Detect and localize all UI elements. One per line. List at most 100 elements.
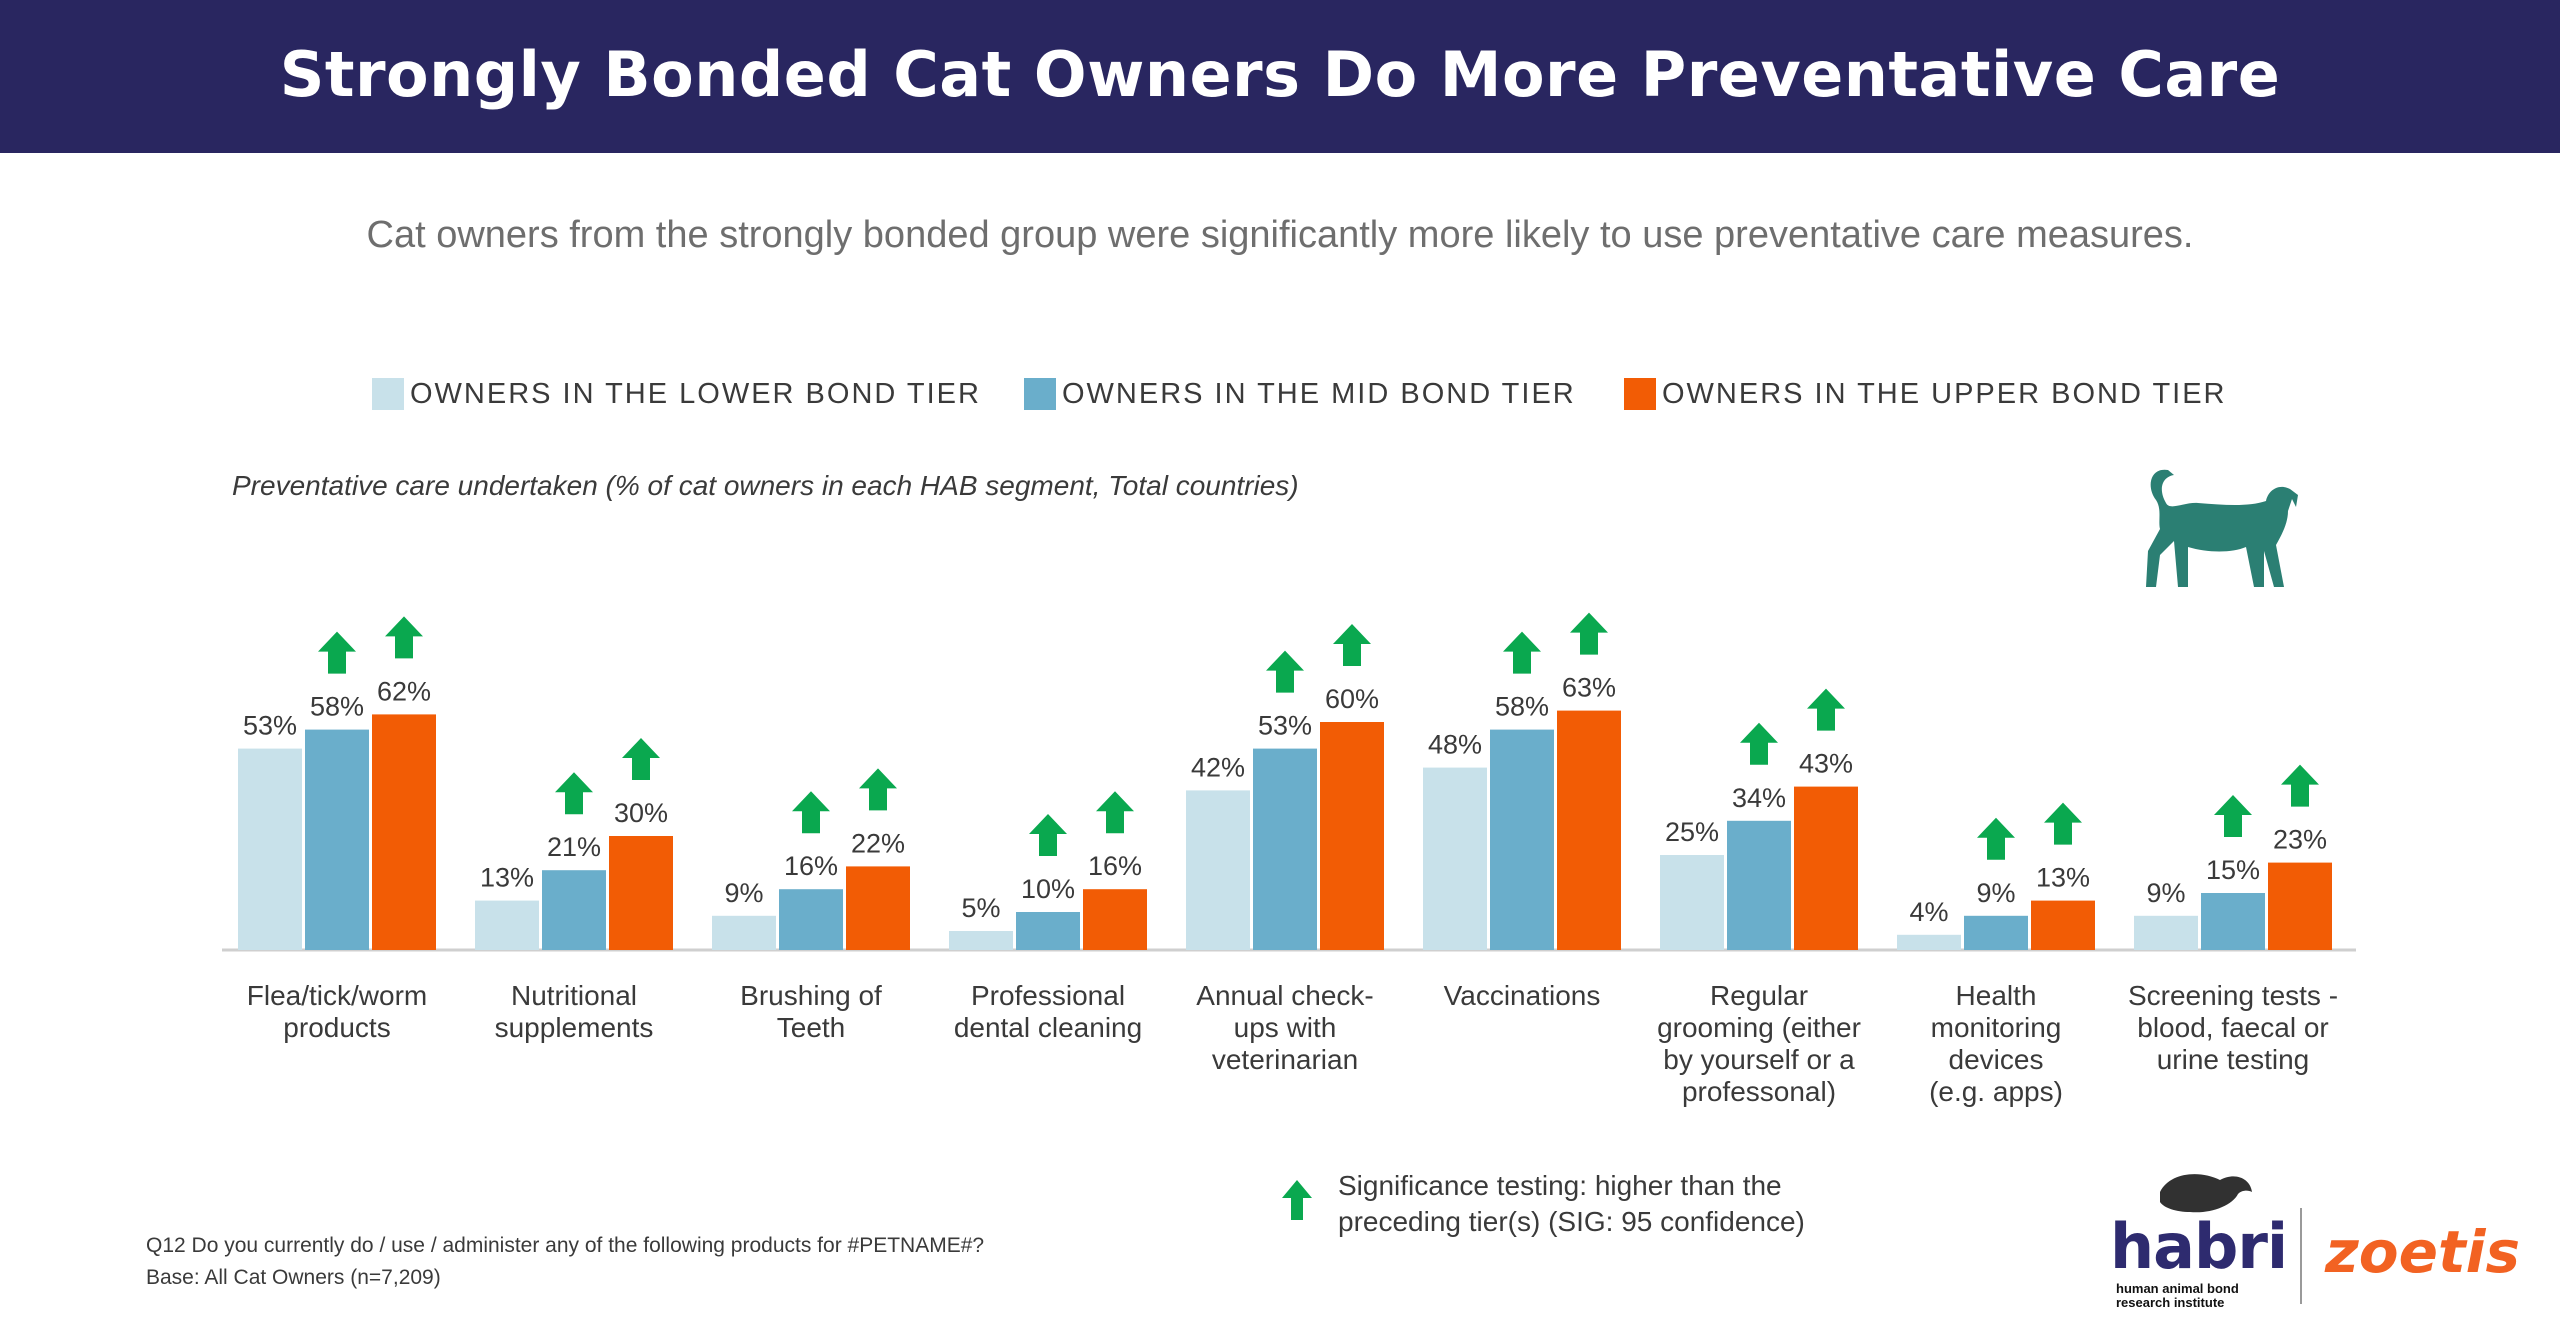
data-label: 9% bbox=[724, 878, 763, 908]
bar bbox=[1083, 889, 1147, 950]
data-label: 15% bbox=[2206, 855, 2260, 885]
category-label-line: Annual check- bbox=[1196, 980, 1373, 1011]
category-label-line: Vaccinations bbox=[1444, 980, 1601, 1011]
data-label: 22% bbox=[851, 828, 905, 858]
bar bbox=[1490, 729, 1554, 950]
legend-swatch-mid bbox=[1024, 378, 1056, 410]
data-label: 53% bbox=[1258, 711, 1312, 741]
category-label: Nutritional supplements bbox=[495, 980, 654, 1043]
category-label-line: Health bbox=[1956, 980, 2037, 1011]
chart-caption: Preventative care undertaken (% of cat o… bbox=[232, 470, 1299, 501]
legend-item-lower: OWNERS IN THE LOWER BOND TIER bbox=[372, 374, 981, 414]
data-label: 43% bbox=[1799, 749, 1853, 779]
data-label: 62% bbox=[377, 676, 431, 706]
up-arrow-icon bbox=[1266, 650, 1304, 693]
data-label: 23% bbox=[2273, 825, 2327, 855]
habri-logo-subtitle: human animal bond research institute bbox=[2116, 1282, 2286, 1310]
bar bbox=[372, 714, 436, 950]
habri-subtitle-line-2: research institute bbox=[2116, 1295, 2225, 1310]
bar bbox=[1320, 722, 1384, 950]
bar bbox=[542, 870, 606, 950]
category-label: Health monitoring devices (e.g. apps) bbox=[1929, 980, 2063, 1107]
footnote-question: Q12 Do you currently do / use / administ… bbox=[146, 1234, 985, 1257]
footnote-base: Base: All Cat Owners (n=7,209) bbox=[146, 1266, 441, 1289]
data-label: 9% bbox=[2146, 878, 2185, 908]
category-label-line: grooming (either bbox=[1657, 1012, 1861, 1043]
up-arrow-icon bbox=[1282, 1180, 1312, 1220]
data-label: 63% bbox=[1562, 673, 1616, 703]
bar bbox=[609, 836, 673, 950]
data-label: 16% bbox=[1088, 851, 1142, 881]
category-label-line: supplements bbox=[495, 1012, 654, 1043]
category-label-line: ups with bbox=[1234, 1012, 1337, 1043]
category-label: Screening tests -blood, faecal or urine t… bbox=[2128, 980, 2338, 1075]
category-label: Flea/tick/worm products bbox=[247, 980, 427, 1043]
up-arrow-icon bbox=[792, 791, 830, 834]
bar bbox=[779, 889, 843, 950]
legend-swatch-lower bbox=[372, 378, 404, 410]
data-label: 9% bbox=[1976, 878, 2015, 908]
category-label: Professional dental cleaning bbox=[954, 980, 1142, 1043]
significance-note: Significance testing: higher than the pr… bbox=[1282, 1168, 1858, 1240]
legend-label-mid: OWNERS IN THE MID BOND TIER bbox=[1062, 377, 1576, 410]
bar bbox=[712, 915, 776, 950]
footnote: Q12 Do you currently do / use / administ… bbox=[146, 1230, 984, 1294]
up-arrow-icon bbox=[385, 616, 423, 659]
up-arrow-icon bbox=[2281, 764, 2319, 807]
category-label-line: professonal) bbox=[1682, 1076, 1836, 1107]
category-label-line: by yourself or a bbox=[1663, 1044, 1855, 1075]
data-label: 30% bbox=[614, 798, 668, 828]
bar bbox=[1557, 710, 1621, 950]
up-arrow-icon bbox=[1503, 631, 1541, 674]
data-label: 5% bbox=[961, 893, 1000, 923]
zoetis-logo: zoetis bbox=[2325, 1218, 2521, 1286]
bar bbox=[2031, 900, 2095, 950]
category-label-line: blood, faecal or bbox=[2137, 1012, 2328, 1043]
category-label: Vaccinations bbox=[1444, 980, 1601, 1011]
bar bbox=[949, 931, 1013, 950]
category-label-line: products bbox=[283, 1012, 390, 1043]
data-label: 21% bbox=[547, 832, 601, 862]
legend-label-upper: OWNERS IN THE UPPER BOND TIER bbox=[1662, 377, 2227, 410]
header-banner: Strongly Bonded Cat Owners Do More Preve… bbox=[0, 0, 2560, 153]
category-label-line: urine testing bbox=[2157, 1044, 2310, 1075]
bar bbox=[2268, 862, 2332, 950]
bar bbox=[1794, 786, 1858, 950]
data-label: 48% bbox=[1428, 730, 1482, 760]
category-label: Brushing of Teeth bbox=[740, 980, 882, 1043]
up-arrow-icon bbox=[1029, 814, 1067, 856]
category-label-line: veterinarian bbox=[1212, 1044, 1358, 1075]
bar bbox=[1423, 767, 1487, 950]
logos: habri human animal bond research institu… bbox=[2110, 1160, 2520, 1310]
category-label-line: monitoring bbox=[1931, 1012, 2062, 1043]
up-arrow-icon bbox=[859, 768, 897, 811]
data-label: 58% bbox=[1495, 692, 1549, 722]
logo-divider bbox=[2300, 1208, 2302, 1304]
up-arrow-icon bbox=[2044, 802, 2082, 845]
bar bbox=[1897, 934, 1961, 950]
bar bbox=[1186, 790, 1250, 950]
bar bbox=[238, 748, 302, 950]
data-label: 58% bbox=[310, 692, 364, 722]
data-label: 16% bbox=[784, 851, 838, 881]
bar bbox=[1727, 820, 1791, 950]
legend-swatch-upper bbox=[1624, 378, 1656, 410]
category-label-line: Nutritional bbox=[511, 980, 637, 1011]
bar bbox=[1253, 748, 1317, 950]
bar bbox=[1016, 912, 1080, 950]
category-label-line: Screening tests - bbox=[2128, 980, 2338, 1011]
data-label: 60% bbox=[1325, 684, 1379, 714]
data-label: 10% bbox=[1021, 874, 1075, 904]
data-label: 34% bbox=[1732, 783, 1786, 813]
bar-chart: 53% 58% 62% Flea/tick/worm products 13% 21% 30%… bbox=[222, 612, 2356, 1107]
category-label-line: Teeth bbox=[777, 1012, 846, 1043]
category-label-line: Brushing of bbox=[740, 980, 882, 1011]
up-arrow-icon bbox=[622, 738, 660, 780]
category-label-line: dental cleaning bbox=[954, 1012, 1142, 1043]
legend-item-upper: OWNERS IN THE UPPER BOND TIER bbox=[1624, 374, 2227, 414]
category-label-line: Flea/tick/worm bbox=[247, 980, 427, 1011]
data-label: 53% bbox=[243, 711, 297, 741]
category-label-line: devices bbox=[1949, 1044, 2044, 1075]
habri-subtitle-line-1: human animal bond bbox=[2116, 1281, 2239, 1296]
up-arrow-icon bbox=[1096, 791, 1134, 834]
